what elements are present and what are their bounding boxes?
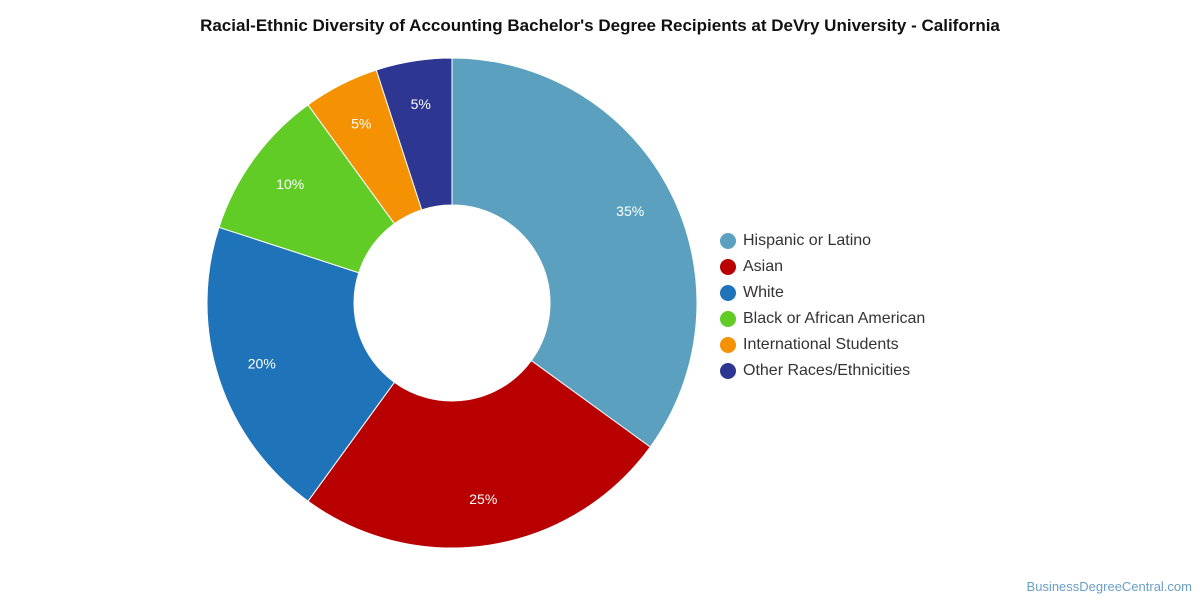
slice-label-white: 20% [248, 356, 276, 372]
slice-label-international-students: 5% [351, 116, 371, 132]
legend-swatch-icon [720, 337, 736, 353]
legend-item-international-students: International Students [720, 332, 925, 358]
slice-asian [307, 359, 651, 549]
slice-label-hispanic-or-latino: 35% [616, 203, 644, 219]
slice-label-asian: 25% [469, 491, 497, 507]
legend-label: White [743, 284, 784, 301]
legend-item-white: White [720, 280, 925, 306]
legend-label: Asian [743, 258, 784, 275]
legend-swatch-icon [720, 285, 736, 301]
legend-label: Black or African American [743, 310, 926, 327]
legend-item-black-or-african-american: Black or African American [720, 306, 925, 332]
slice-label-black-or-african-american: 10% [276, 176, 304, 192]
legend-item-other-races-ethnicities: Other Races/Ethnicities [720, 358, 925, 384]
legend-label: International Students [743, 336, 899, 353]
legend-swatch-icon [720, 259, 736, 275]
slice-other-races-ethnicities [375, 57, 453, 211]
legend-swatch-icon [720, 311, 736, 327]
legend-item-asian: Asian [720, 254, 925, 280]
chart-title: Racial-Ethnic Diversity of Accounting Ba… [200, 16, 1000, 35]
slice-white [206, 226, 396, 502]
legend-swatch-icon [720, 233, 736, 249]
slice-hispanic-or-latino [451, 57, 698, 448]
watermark: BusinessDegreeCentral.com [1026, 579, 1192, 594]
legend: Hispanic or Latino Asian White Black or Afr… [720, 228, 925, 384]
legend-label: Hispanic or Latino [743, 232, 872, 249]
legend-swatch-icon [720, 363, 736, 379]
slice-label-other-races-ethnicities: 5% [411, 96, 431, 112]
legend-item-hispanic-or-latino: Hispanic or Latino [720, 228, 925, 254]
legend-label: Other Races/Ethnicities [743, 362, 911, 379]
